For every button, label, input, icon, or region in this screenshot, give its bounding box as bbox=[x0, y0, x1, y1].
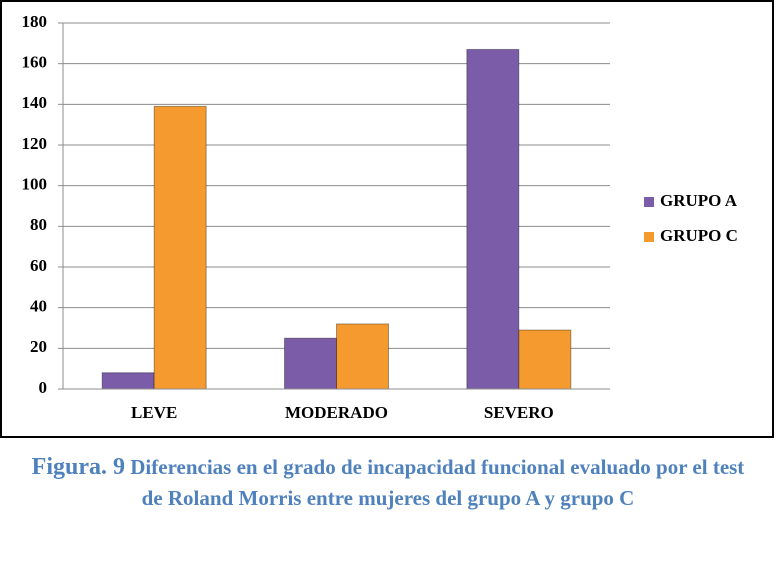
y-tick-label: 100 bbox=[22, 175, 48, 194]
y-tick-label: 20 bbox=[30, 337, 47, 356]
y-tick-label: 40 bbox=[30, 297, 47, 316]
y-tick-label: 60 bbox=[30, 256, 47, 275]
y-tick-label: 80 bbox=[30, 215, 47, 234]
bar bbox=[284, 337, 337, 390]
caption-block: Figura. 9 Diferencias en el grado de inc… bbox=[20, 452, 756, 514]
figure-label: Figura. 9 bbox=[31, 454, 125, 480]
y-tick-label: 180 bbox=[22, 12, 48, 31]
y-tick-label: 160 bbox=[22, 53, 48, 72]
bar bbox=[153, 105, 207, 390]
chart: 0 20 40 60 80 100 120 140 160 180 LEVE MODERADO SEVE… bbox=[0, 0, 774, 438]
y-tick-label: 0 bbox=[39, 378, 48, 397]
x-tick-label: SEVERO bbox=[484, 403, 554, 422]
x-tick-label: MODERADO bbox=[285, 403, 388, 422]
y-tick-label: 120 bbox=[22, 134, 48, 153]
legend-marker bbox=[644, 197, 654, 207]
caption: Diferencias en el grado de incapacidad f… bbox=[130, 455, 745, 510]
legend-label: GRUPO A bbox=[660, 191, 738, 210]
bar bbox=[466, 48, 520, 390]
bar bbox=[336, 323, 389, 390]
legend-label: GRUPO C bbox=[660, 226, 738, 245]
bar bbox=[518, 329, 572, 390]
x-tick-label: LEVE bbox=[131, 403, 177, 422]
bar bbox=[101, 372, 155, 390]
y-tick-label: 140 bbox=[22, 93, 48, 112]
legend-marker bbox=[644, 232, 654, 242]
